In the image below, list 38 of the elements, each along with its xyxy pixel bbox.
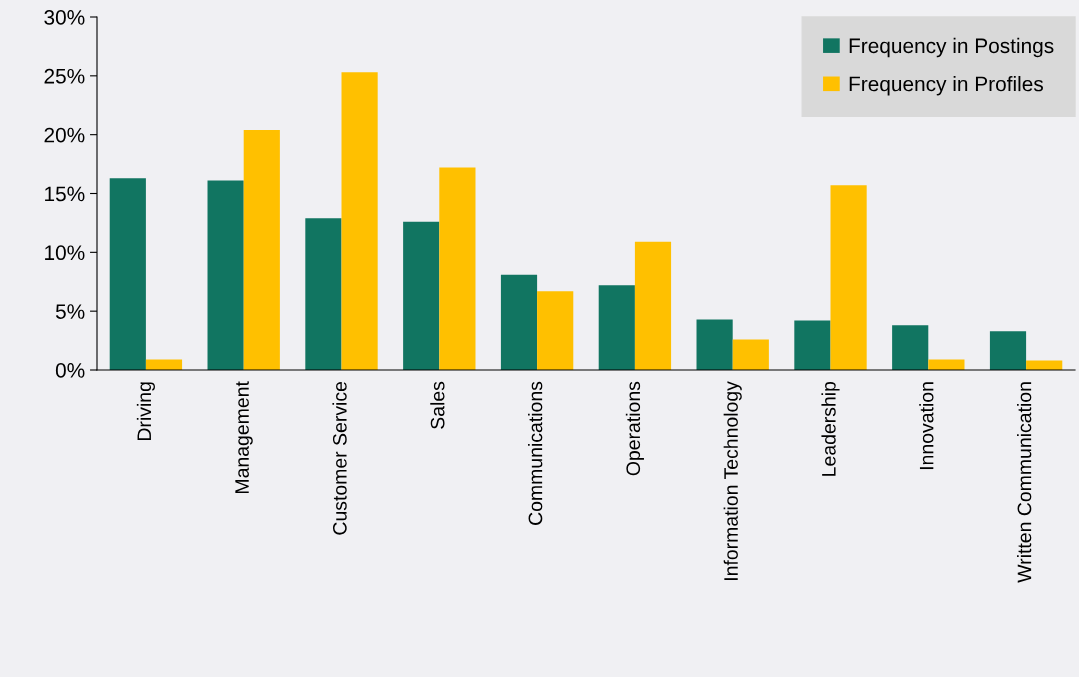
x-tick-label: Leadership (821, 381, 840, 476)
bar (500, 274, 538, 370)
bar (403, 221, 440, 370)
bar (892, 325, 929, 370)
y-tick-label: 5% (55, 304, 85, 319)
x-tick-label: Sales (430, 381, 445, 429)
bar (634, 241, 672, 370)
y-tick-label: 20% (44, 127, 85, 143)
x-tick-label: Information Technology (723, 381, 742, 580)
y-tick-label: 0% (55, 363, 85, 378)
x-tick-label: Customer Service (332, 381, 347, 535)
x-tick-label: Written Communication (1017, 382, 1032, 583)
x-tick-label: Innovation (919, 382, 934, 470)
bar (598, 285, 635, 370)
legend-label: Frequency in Profiles (849, 76, 1043, 96)
bar (696, 319, 733, 370)
bar (537, 291, 574, 370)
bar (794, 320, 831, 370)
y-tick-label: 30% (44, 10, 85, 25)
bar (243, 129, 280, 370)
bar (109, 178, 146, 370)
bar (928, 359, 965, 370)
x-tick-label: Operations (625, 381, 644, 476)
bar (305, 218, 342, 370)
x-tick-label: Communications (528, 381, 543, 525)
bar (989, 331, 1027, 370)
x-tick-label: Management (235, 381, 253, 493)
bar (439, 167, 476, 370)
x-tick-label: Driving (136, 382, 155, 441)
bar (732, 339, 769, 370)
y-tick-label: 15% (45, 186, 85, 202)
y-tick-label: 10% (45, 245, 85, 261)
bar (830, 185, 867, 370)
y-tick-label: 25% (44, 68, 85, 84)
legend-label: Frequency in Postings (849, 37, 1054, 58)
bar (207, 180, 244, 370)
bar (145, 359, 183, 370)
bar (341, 72, 378, 370)
